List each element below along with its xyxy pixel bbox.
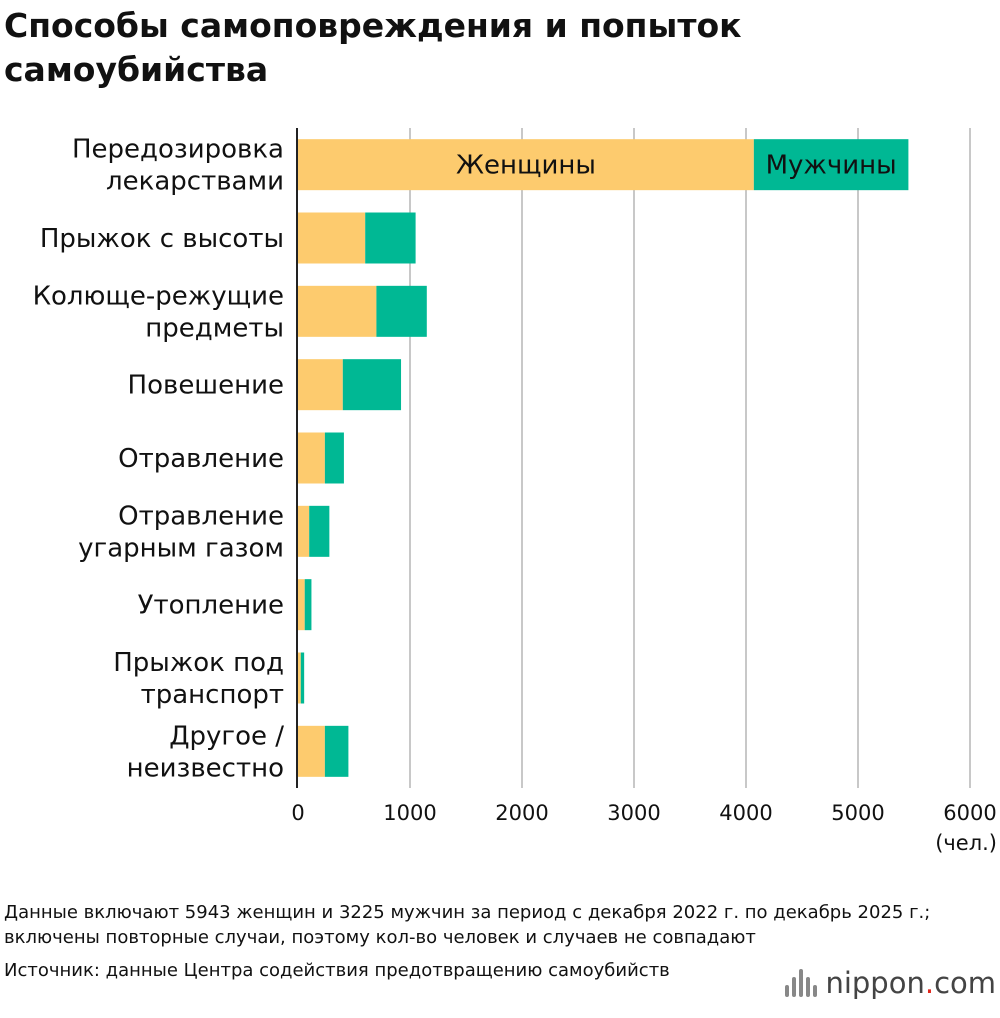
bar-men-7 <box>300 652 305 704</box>
bar-women-0 <box>298 139 754 191</box>
x-tick-label: 1000 <box>383 801 436 825</box>
category-label: Отравление <box>118 444 284 474</box>
bar-men-0 <box>753 139 909 191</box>
category-label: Повешение <box>128 371 284 401</box>
category-label: лекарствами <box>106 167 284 197</box>
bar-women-2 <box>298 285 377 337</box>
x-axis-ticks: 0 1000 2000 3000 4000 5000 6000 <box>291 801 996 825</box>
logo-name: nippon <box>825 966 925 1000</box>
category-label: предметы <box>145 313 284 343</box>
category-label: Передозировка <box>72 135 284 165</box>
chart-title: Способы самоповреждения и попыток самоуб… <box>4 6 742 89</box>
nippon-logo: nippon. com <box>785 966 996 1000</box>
x-tick-label: 6000 <box>943 801 996 825</box>
bars: Женщины Мужчины <box>298 139 909 777</box>
category-label: Отравление <box>118 501 284 531</box>
legend-label-men: Мужчины <box>766 151 897 181</box>
logo-icon <box>785 969 818 997</box>
bar-men-2 <box>376 285 427 337</box>
logo-suffix: com <box>934 966 996 1000</box>
bar-women-6 <box>298 579 305 631</box>
category-label: транспорт <box>141 680 284 710</box>
bar-women-1 <box>298 212 366 264</box>
bar-women-8 <box>298 725 325 777</box>
gridlines <box>409 128 971 788</box>
stacked-bar-chart: Женщины Мужчины ПередозировкалекарствамиП… <box>33 128 997 855</box>
footnote: Данные включают 5943 женщин и 3225 мужчи… <box>4 902 931 948</box>
x-tick-label: 5000 <box>831 801 884 825</box>
bar-men-1 <box>365 212 416 264</box>
bar-women-3 <box>298 359 343 411</box>
bar-men-5 <box>309 505 330 557</box>
legend-label-women: Женщины <box>456 151 596 181</box>
category-label: Утопление <box>138 591 284 621</box>
x-tick-label: 0 <box>291 801 304 825</box>
logo-dot: . <box>924 966 935 1000</box>
bar-men-4 <box>324 432 344 484</box>
bar-women-5 <box>298 505 310 557</box>
category-label: угарным газом <box>78 533 284 563</box>
bar-men-8 <box>324 725 349 777</box>
category-label: Прыжок под <box>113 648 284 678</box>
x-tick-label: 4000 <box>719 801 772 825</box>
category-label: неизвестно <box>127 753 284 783</box>
source-note: Источник: данные Центра содействия предо… <box>4 960 670 981</box>
category-label: Колюще-режущие <box>33 281 284 311</box>
x-tick-label: 3000 <box>607 801 660 825</box>
bar-women-4 <box>298 432 325 484</box>
x-tick-label: 2000 <box>495 801 548 825</box>
bar-men-3 <box>342 359 402 411</box>
category-label: Другое / <box>169 721 284 751</box>
bar-women-7 <box>298 652 301 704</box>
category-label: Прыжок с высоты <box>40 224 284 254</box>
bar-men-6 <box>304 579 312 631</box>
x-axis-unit: (чел.) <box>935 831 997 855</box>
